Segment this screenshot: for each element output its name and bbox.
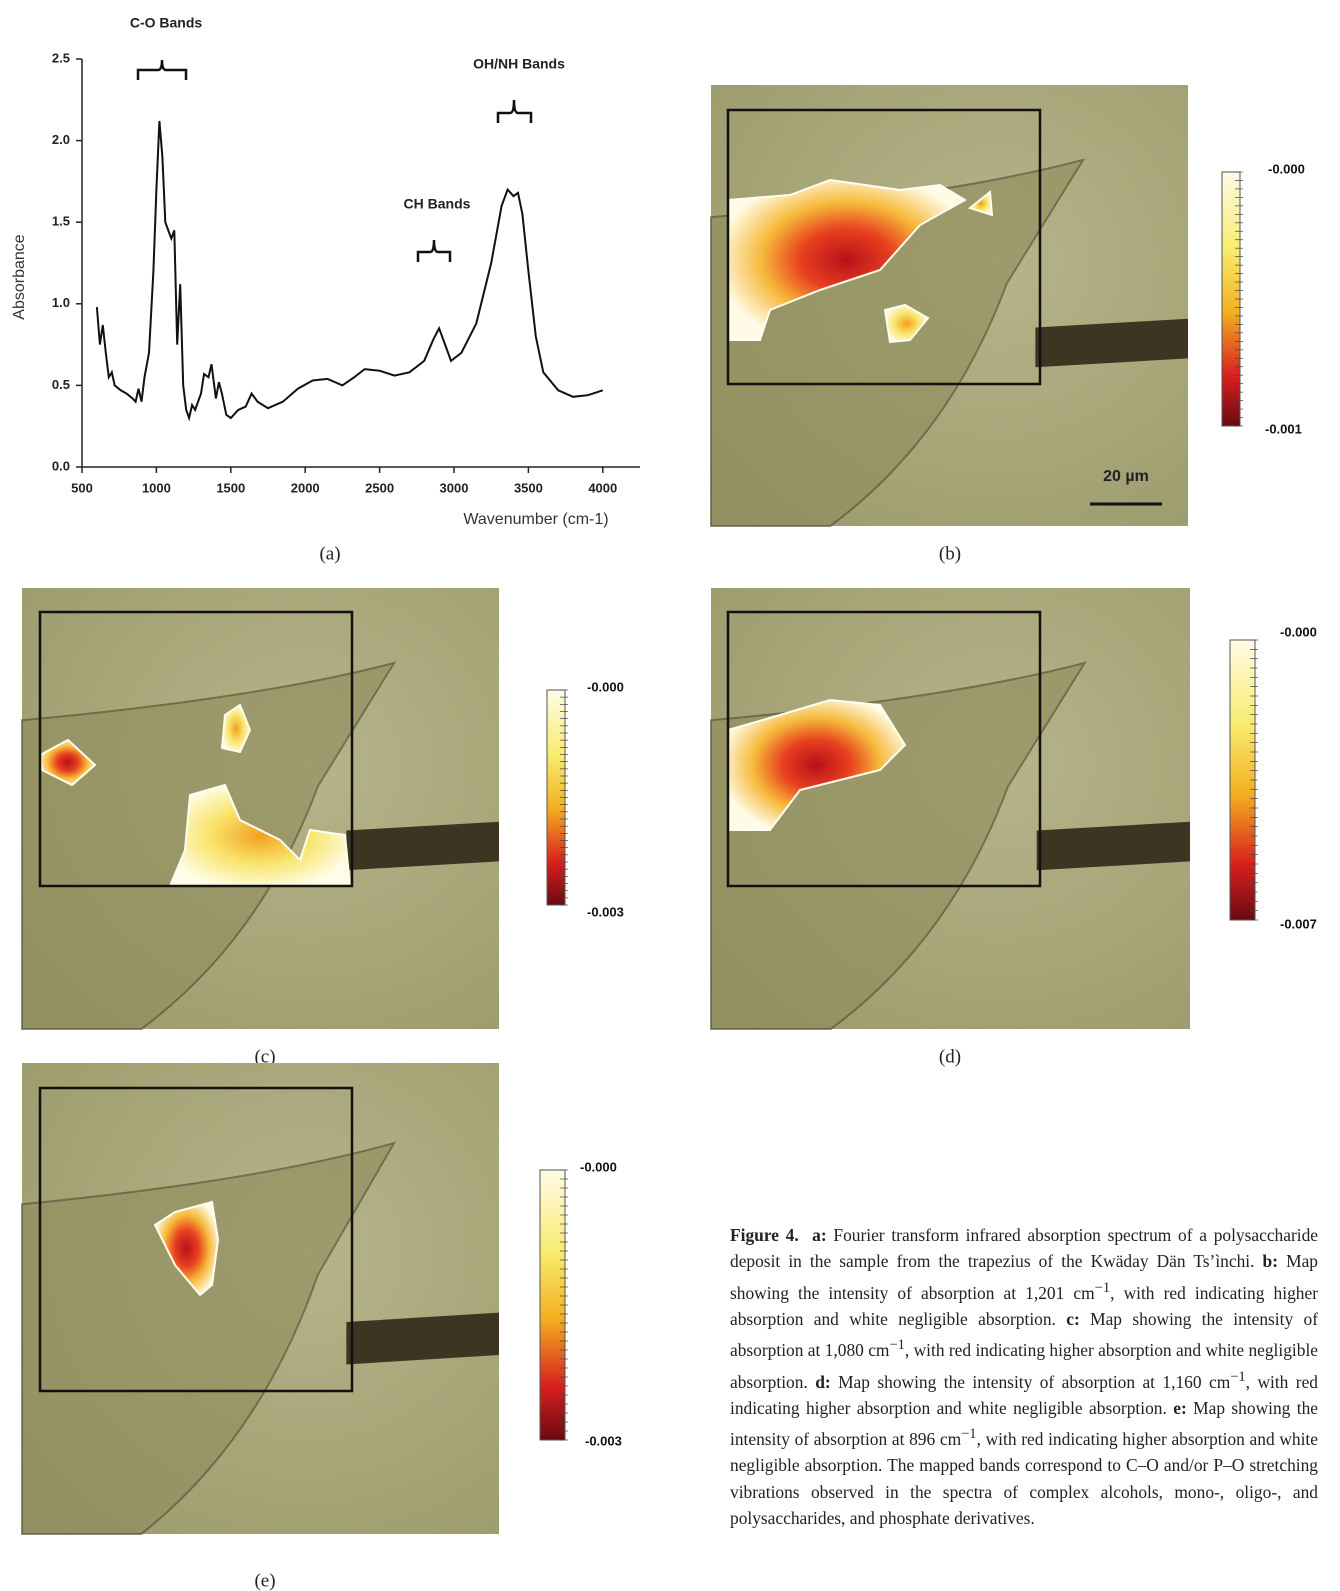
- panel-label: (b): [939, 543, 961, 564]
- panel-label: (a): [319, 543, 340, 564]
- colorbar-label: -0.000: [1268, 161, 1305, 176]
- panel-label: (e): [254, 1570, 275, 1591]
- caption-key: e:: [1173, 1398, 1187, 1418]
- caption-text: −1: [1230, 1369, 1245, 1385]
- x-tick-label: 1000: [142, 480, 171, 495]
- y-tick-label: 2.0: [52, 132, 70, 147]
- colorbar-label: -0.003: [587, 904, 624, 919]
- y-tick-label: 0.5: [52, 377, 70, 392]
- y-tick-label: 0.0: [52, 458, 70, 473]
- x-tick-label: 3500: [514, 480, 543, 495]
- caption-key: d:: [815, 1371, 830, 1391]
- annotation: C-O Bands: [130, 15, 203, 31]
- x-tick-label: 1500: [216, 480, 245, 495]
- scale-bar-label: 20 µm: [1103, 468, 1149, 485]
- x-tick-label: 2500: [365, 480, 394, 495]
- caption: Figure 4. a: Fourier transform infrared …: [730, 1222, 1318, 1591]
- caption-text: −1: [1095, 1280, 1110, 1296]
- caption-key: c:: [1066, 1309, 1080, 1329]
- annotation: OH/NH Bands: [473, 56, 565, 72]
- x-axis-label: Wavenumber (cm-1): [463, 511, 608, 528]
- colorbar-label: -0.001: [1265, 421, 1302, 436]
- y-tick-label: 1.0: [52, 295, 70, 310]
- caption-text: −1: [889, 1337, 904, 1353]
- y-tick-label: 2.5: [52, 50, 70, 65]
- map-panel: -0.000 -0.007: [711, 588, 1317, 1029]
- caption-text: Map showing the intensity of absorption …: [838, 1371, 1230, 1391]
- colorbar-label: -0.000: [587, 679, 624, 694]
- x-tick-label: 2000: [291, 480, 320, 495]
- map-panel: -0.000 -0.003: [22, 588, 624, 1029]
- y-axis-label: Absorbance: [11, 234, 28, 319]
- caption-label: Figure 4.: [730, 1225, 799, 1245]
- colorbar-label: -0.000: [1280, 624, 1317, 639]
- x-tick-label: 4000: [588, 480, 617, 495]
- annotation: CH Bands: [404, 196, 471, 212]
- colorbar-label: -0.003: [585, 1433, 622, 1448]
- page: {"chart_data": {"type": "line", "color":…: [0, 0, 1340, 1591]
- x-tick-label: 500: [71, 480, 93, 495]
- x-tick-label: 3000: [440, 480, 469, 495]
- bracket: [138, 60, 531, 262]
- y-tick-label: 1.5: [52, 214, 70, 229]
- colorbar-label: -0.007: [1280, 916, 1317, 931]
- caption-key: b:: [1263, 1251, 1278, 1271]
- caption-text: −1: [961, 1426, 976, 1442]
- caption-key: a:: [812, 1225, 827, 1245]
- map-panel: -0.000 -0.003: [22, 1063, 622, 1534]
- colorbar-label: -0.000: [580, 1159, 617, 1174]
- spectrum-line: [97, 121, 603, 418]
- map-panel: -0.000 -0.001: [711, 85, 1305, 526]
- panel-label: (d): [939, 1046, 961, 1067]
